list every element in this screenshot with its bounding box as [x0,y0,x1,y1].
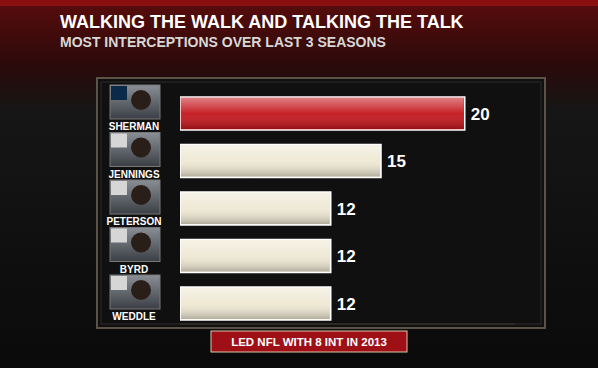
category-label: WEDDLE [112,311,156,322]
data-label: 12 [337,295,356,314]
bar [180,145,381,178]
panel [97,78,545,328]
bar [180,97,465,130]
bar-shine [181,241,330,272]
bar-shine [181,146,380,177]
headshot [110,275,160,309]
annotation-box: LED NFL WITH 8 INT IN 2013 [211,331,407,352]
headshot-face [131,138,151,158]
team-logo [111,229,127,243]
headshot [110,133,160,167]
team-logo [111,181,127,195]
data-label: 12 [337,247,356,266]
headshot-face [131,280,151,300]
category-label: SHERMAN [109,121,160,132]
bar [180,287,331,320]
title: WALKING THE WALK AND TALKING THE TALK [60,12,464,32]
category-label: JENNINGS [108,169,159,180]
data-label: 15 [387,152,406,171]
team-logo [111,276,127,290]
headshot [110,228,160,262]
labels: SHERMAN 20 JENNINGS 15 PETERSON 12 BYRD 12 WEDDL… [106,85,489,322]
bar [180,192,331,225]
panel-inner [101,82,541,324]
headshot [110,180,160,214]
team-logo [111,86,127,100]
bar-shine [181,288,330,319]
value-axis [180,324,515,325]
data-label: 12 [337,200,356,219]
bars [180,97,465,320]
category-label: BYRD [120,264,148,275]
team-logo [111,134,127,148]
chart: WALKING THE WALK AND TALKING THE TALK MOS… [0,0,598,368]
bar [180,240,331,273]
top-strip [0,0,598,6]
annotation-bg [211,331,407,352]
headshot [110,85,160,119]
headshot-face [131,233,151,253]
headshot-face [131,90,151,110]
annotation: LED NFL WITH 8 INT IN 2013 [231,336,387,348]
bar-shine [181,98,464,129]
data-label: 20 [471,105,490,124]
headshot-face [131,185,151,205]
subtitle: MOST INTERCEPTIONS OVER LAST 3 SEASONS [60,34,386,50]
category-label: PETERSON [106,216,161,227]
bar-shine [181,193,330,224]
background [0,0,598,368]
